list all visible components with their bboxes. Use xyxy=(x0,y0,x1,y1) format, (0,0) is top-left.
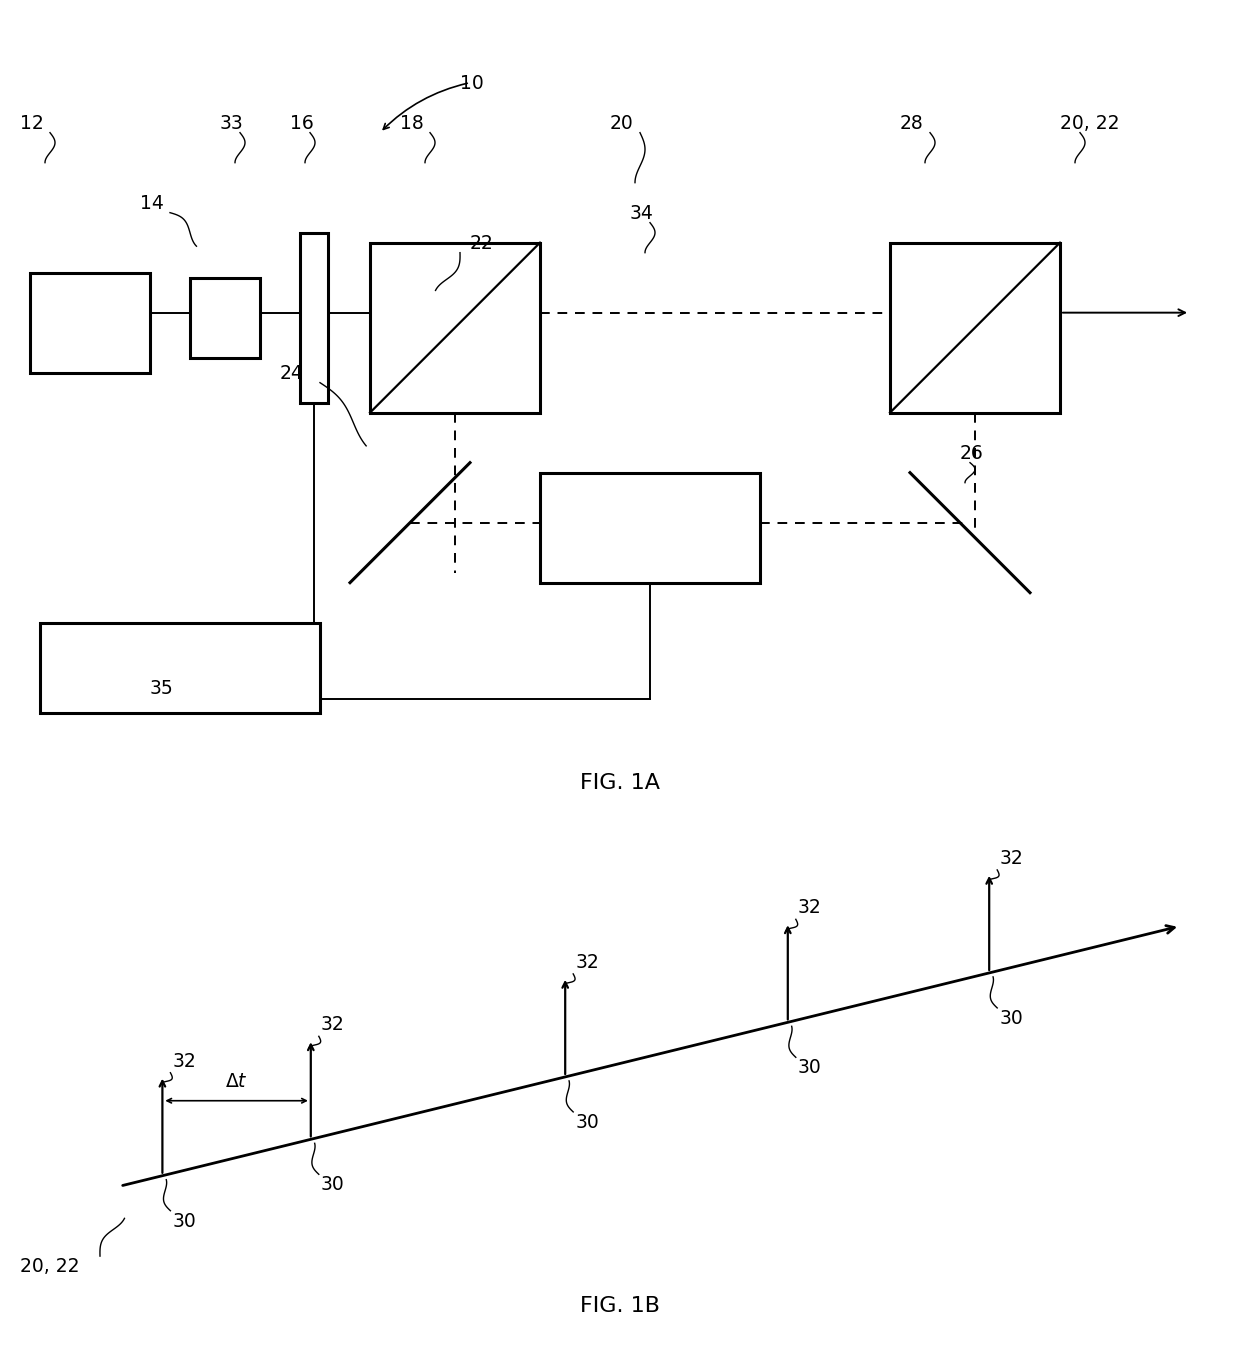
Text: 20, 22: 20, 22 xyxy=(1060,114,1120,133)
Text: 12: 12 xyxy=(20,114,43,133)
Bar xyxy=(190,278,260,357)
Text: 30: 30 xyxy=(575,1113,599,1132)
Text: 32: 32 xyxy=(172,1052,196,1071)
Text: 32: 32 xyxy=(321,1016,345,1034)
Text: FIG. 1B: FIG. 1B xyxy=(580,1296,660,1316)
Text: 22: 22 xyxy=(470,234,494,253)
Text: 16: 16 xyxy=(290,114,314,133)
Text: 24: 24 xyxy=(280,364,304,383)
Text: 26: 26 xyxy=(960,444,983,463)
Text: 35: 35 xyxy=(150,678,174,697)
Bar xyxy=(40,623,320,712)
Text: 30: 30 xyxy=(172,1212,196,1231)
Text: 34: 34 xyxy=(630,203,653,222)
Text: 32: 32 xyxy=(999,849,1023,868)
Text: 10: 10 xyxy=(460,73,484,92)
Text: 20, 22: 20, 22 xyxy=(20,1257,79,1275)
Text: 30: 30 xyxy=(321,1175,345,1194)
Text: 32: 32 xyxy=(797,898,822,917)
Text: 30: 30 xyxy=(797,1059,822,1078)
Text: $\Delta t$: $\Delta t$ xyxy=(226,1072,248,1091)
Bar xyxy=(539,473,760,582)
Bar xyxy=(890,242,1060,413)
Text: 30: 30 xyxy=(999,1009,1023,1028)
Text: 18: 18 xyxy=(401,114,424,133)
Bar xyxy=(370,242,539,413)
Text: 28: 28 xyxy=(900,114,924,133)
Bar xyxy=(30,272,150,372)
Text: 20: 20 xyxy=(610,114,634,133)
Text: 33: 33 xyxy=(219,114,244,133)
Text: 14: 14 xyxy=(140,194,164,213)
Text: 32: 32 xyxy=(575,953,599,972)
Text: FIG. 1A: FIG. 1A xyxy=(580,773,660,792)
Bar xyxy=(300,233,329,402)
